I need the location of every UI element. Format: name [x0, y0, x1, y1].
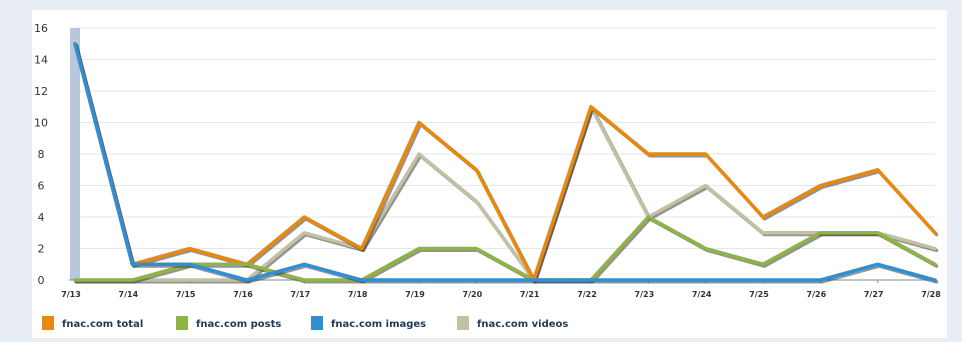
x-tick-label: 7/13 — [61, 290, 81, 299]
x-tick-label: 7/25 — [749, 290, 769, 299]
y-tick-label: 8 — [38, 148, 45, 161]
series-line — [73, 105, 937, 282]
legend-swatch — [42, 316, 54, 330]
x-tick-label: 7/21 — [520, 290, 540, 299]
y-tick-label: 2 — [38, 243, 45, 256]
x-tick-label: 7/26 — [807, 290, 827, 299]
x-tick-label: 7/28 — [921, 290, 941, 299]
series-shadow — [74, 43, 939, 284]
legend-label: fnac.com videos — [477, 319, 568, 330]
x-tick-label: 7/24 — [692, 290, 712, 299]
series-shadow — [74, 43, 939, 284]
series-line — [73, 215, 937, 282]
y-tick-label: 6 — [38, 180, 45, 193]
legend-swatch — [457, 316, 469, 330]
highlight-layer — [70, 28, 80, 280]
series-layer — [73, 42, 939, 284]
y-tick-label: 14 — [34, 54, 48, 67]
x-tick-label: 7/20 — [463, 290, 483, 299]
x-tick-label: 7/27 — [864, 290, 884, 299]
x-tick-label: 7/14 — [119, 290, 139, 299]
line-chart: 0 2 4 6 8 10 12 14 16 7/13 7/14 7/15 7/16 7/17 7/18 7/1… — [34, 22, 941, 330]
y-tick-label: 10 — [34, 117, 48, 130]
legend-swatch — [176, 316, 188, 330]
legend-label: fnac.com images — [331, 319, 426, 330]
chart-panel: 0 2 4 6 8 10 12 14 16 7/13 7/14 7/15 7/16 7/17 7/18 7/1… — [32, 10, 947, 338]
y-tick-label: 12 — [34, 85, 48, 98]
legend-label: fnac.com posts — [196, 319, 281, 330]
x-tick-label: 7/19 — [405, 290, 425, 299]
series-line — [73, 42, 937, 282]
x-tick-label: 7/23 — [635, 290, 655, 299]
series-line — [73, 42, 937, 282]
x-tick-label: 7/17 — [291, 290, 311, 299]
y-tick-label: 16 — [34, 22, 48, 35]
x-tick-label: 7/16 — [233, 290, 253, 299]
legend: fnac.com total fnac.com posts fnac.com ima… — [42, 316, 568, 330]
x-tick-label: 7/22 — [577, 290, 597, 299]
grid-layer — [75, 27, 935, 281]
y-tick-label: 0 — [38, 274, 45, 287]
highlight-column — [70, 28, 80, 280]
legend-swatch — [311, 316, 323, 330]
legend-label: fnac.com total — [62, 319, 143, 330]
y-tick-label: 4 — [38, 211, 45, 224]
x-tick-label: 7/15 — [176, 290, 196, 299]
x-tick-label: 7/18 — [348, 290, 368, 299]
